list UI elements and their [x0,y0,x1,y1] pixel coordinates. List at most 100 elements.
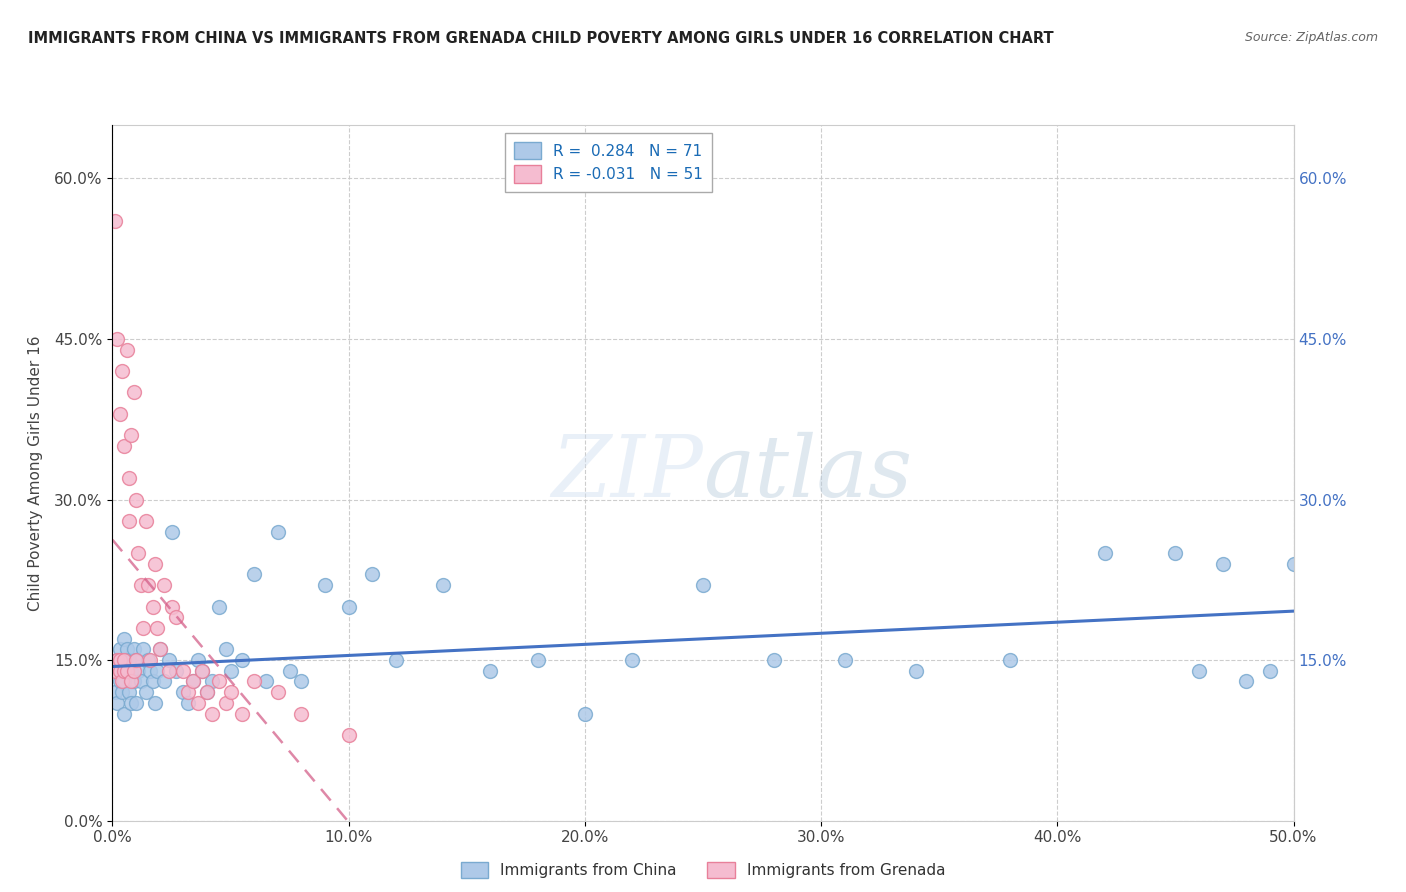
Point [112,674,135,689]
Text: IMMIGRANTS FROM CHINA VS IMMIGRANTS FROM GRENADA CHILD POVERTY AMONG GIRLS UNDER: IMMIGRANTS FROM CHINA VS IMMIGRANTS FROM… [28,31,1053,46]
Point [149,642,172,657]
Point [111,664,134,678]
Point [135,685,157,699]
Point [125,696,148,710]
Point [120,696,142,710]
Point [219,685,242,699]
Point [243,674,266,689]
Point [115,343,138,357]
Point [1164,546,1187,560]
Point [111,674,134,689]
Point [834,653,856,667]
Point [1234,674,1257,689]
Point [127,664,149,678]
Point [132,621,155,635]
Point [111,364,134,378]
Point [120,674,142,689]
Point [122,642,145,657]
Point [129,674,152,689]
Point [105,696,128,710]
Point [181,674,204,689]
Point [172,664,194,678]
Point [118,685,141,699]
Point [201,674,224,689]
Point [139,664,162,678]
Point [108,407,131,421]
Point [208,674,231,689]
Point [115,642,138,657]
Point [177,696,200,710]
Point [157,653,180,667]
Point [231,653,253,667]
Point [143,557,166,571]
Point [191,664,214,678]
Point [165,610,187,624]
Point [112,706,135,721]
Point [231,706,253,721]
Point [129,578,152,592]
Point [105,653,128,667]
Point [186,653,208,667]
Point [762,653,785,667]
Point [122,674,145,689]
Point [621,653,644,667]
Point [195,685,218,699]
Point [122,664,145,678]
Point [177,685,200,699]
Point [132,642,155,657]
Point [104,214,127,228]
Point [112,653,135,667]
Point [122,385,145,400]
Point [195,685,218,699]
Point [215,642,238,657]
Point [172,685,194,699]
Point [208,599,231,614]
Point [385,653,408,667]
Point [118,514,141,528]
Point [136,578,159,592]
Point [904,664,927,678]
Point [337,728,360,742]
Point [278,664,301,678]
Point [153,674,176,689]
Legend: Immigrants from China, Immigrants from Grenada: Immigrants from China, Immigrants from G… [454,856,952,884]
Point [186,696,208,710]
Point [143,696,166,710]
Point [432,578,454,592]
Point [215,696,238,710]
Point [108,664,131,678]
Point [139,653,162,667]
Point [267,685,290,699]
Point [125,492,148,507]
Point [104,685,127,699]
Point [125,653,148,667]
Point [290,674,312,689]
Point [112,632,135,646]
Point [136,653,159,667]
Point [290,706,312,721]
Point [115,664,138,678]
Point [1188,664,1211,678]
Text: atlas: atlas [703,432,912,514]
Point [149,642,172,657]
Point [160,524,183,539]
Point [998,653,1021,667]
Point [105,332,128,346]
Point [157,664,180,678]
Point [1212,557,1234,571]
Point [574,706,596,721]
Point [125,653,148,667]
Point [112,664,135,678]
Point [104,664,127,678]
Point [120,664,142,678]
Point [111,685,134,699]
Point [181,674,204,689]
Point [135,514,157,528]
Point [142,674,165,689]
Point [191,664,214,678]
Point [201,706,224,721]
Point [526,653,548,667]
Point [479,664,502,678]
Point [112,439,135,453]
Y-axis label: Child Poverty Among Girls Under 16: Child Poverty Among Girls Under 16 [28,335,44,610]
